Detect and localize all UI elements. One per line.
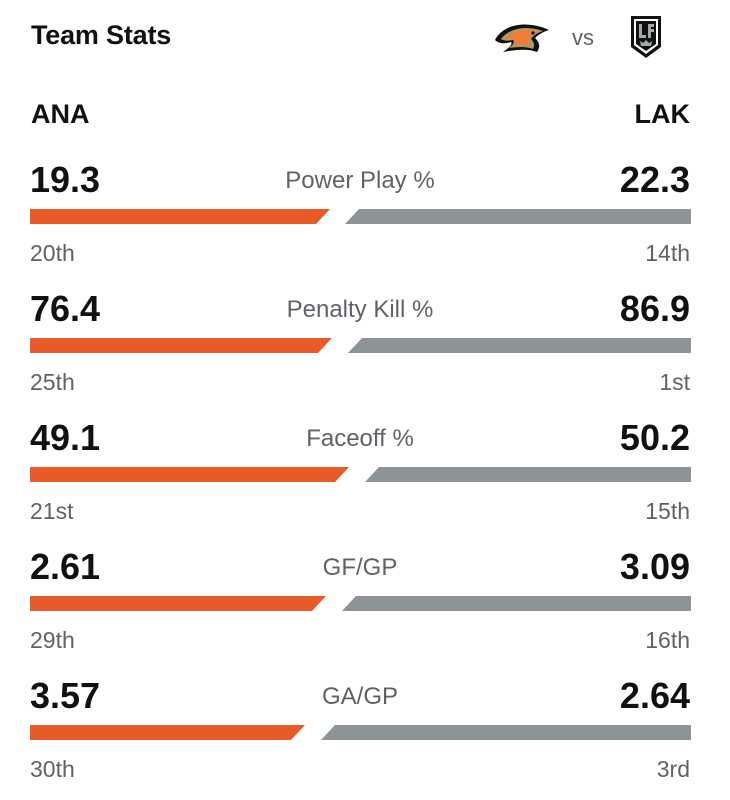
stat-left-value: 76.4 xyxy=(30,288,101,329)
stat-right-rank: 15th xyxy=(645,498,690,524)
stat-left-rank: 25th xyxy=(30,369,75,395)
comparison-bar xyxy=(30,209,691,224)
anaheim-ducks-logo-icon xyxy=(495,24,549,52)
stat-row-faceoff: 49.1 Faceoff % 50.2 21st 15th xyxy=(0,418,730,538)
stat-left-rank: 21st xyxy=(30,498,74,524)
section-title: Team Stats xyxy=(31,20,172,50)
left-team-bar xyxy=(30,467,349,482)
stat-left-rank: 30th xyxy=(30,756,75,782)
team-right-abbr: LAK xyxy=(634,99,691,129)
comparison-bar xyxy=(30,725,691,740)
stat-left-rank: 29th xyxy=(30,627,75,653)
stat-right-value: 2.64 xyxy=(619,675,690,716)
right-team-bar xyxy=(345,209,691,224)
stat-right-rank: 3rd xyxy=(656,756,690,782)
stat-label: Faceoff % xyxy=(306,425,414,452)
stat-label: GF/GP xyxy=(322,554,398,581)
comparison-bar xyxy=(30,467,691,482)
team-left-abbr: ANA xyxy=(31,99,90,129)
stat-row-gf-gp: 2.61 GF/GP 3.09 29th 16th xyxy=(0,547,730,667)
la-kings-logo-icon xyxy=(631,16,661,58)
stat-right-value: 50.2 xyxy=(619,417,690,458)
right-team-bar xyxy=(342,596,691,611)
stat-row-power-play: 19.3 Power Play % 22.3 20th 14th xyxy=(0,160,730,280)
stat-right-value: 3.09 xyxy=(619,546,690,587)
comparison-bar xyxy=(30,338,691,353)
stat-row-ga-gp: 3.57 GA/GP 2.64 30th 3rd xyxy=(0,676,730,796)
versus-label: vs xyxy=(572,25,594,50)
right-team-bar xyxy=(365,467,691,482)
left-team-bar xyxy=(30,596,326,611)
stat-left-value: 3.57 xyxy=(30,675,101,716)
stat-label: Penalty Kill % xyxy=(286,296,434,323)
stat-right-value: 86.9 xyxy=(619,288,690,329)
right-team-bar xyxy=(321,725,691,740)
left-team-bar xyxy=(30,338,332,353)
stat-left-value: 49.1 xyxy=(30,417,101,458)
stat-label: Power Play % xyxy=(285,167,435,194)
right-team-bar xyxy=(348,338,691,353)
stat-right-rank: 14th xyxy=(645,240,690,266)
left-team-bar xyxy=(30,209,330,224)
stat-right-rank: 16th xyxy=(645,627,690,653)
stat-label: GA/GP xyxy=(321,683,399,710)
stat-right-value: 22.3 xyxy=(619,159,690,200)
stat-row-penalty-kill: 76.4 Penalty Kill % 86.9 25th 1st xyxy=(0,289,730,409)
stat-left-value: 19.3 xyxy=(30,159,101,200)
left-team-bar xyxy=(30,725,305,740)
stat-right-rank: 1st xyxy=(659,369,690,395)
stat-left-value: 2.61 xyxy=(30,546,101,587)
stat-left-rank: 20th xyxy=(30,240,75,266)
comparison-bar xyxy=(30,596,691,611)
